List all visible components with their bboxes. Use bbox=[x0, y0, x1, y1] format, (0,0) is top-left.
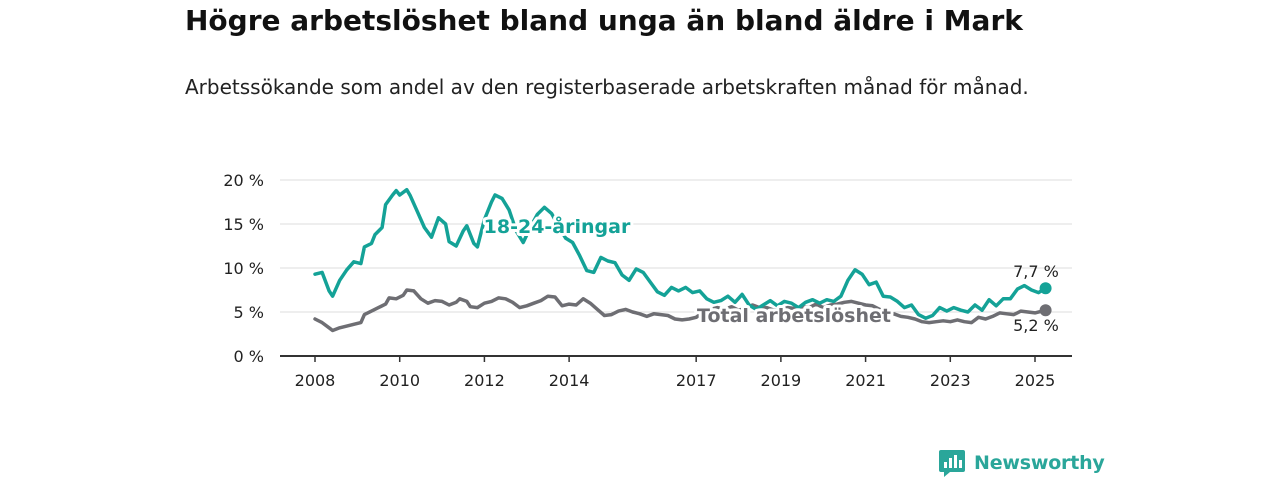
series-label-total: Total arbetslöshet bbox=[697, 305, 891, 327]
x-tick-label: 2010 bbox=[379, 371, 420, 390]
x-axis-ticks: 2008 2010 2012 2014 2017 2019 2021 2023 2025 bbox=[295, 356, 1056, 390]
series-line-total bbox=[313, 288, 1048, 333]
y-tick-label: 20 % bbox=[223, 171, 264, 190]
grid-lines bbox=[280, 179, 1072, 357]
series-label-total-halo: Total arbetslöshet bbox=[697, 305, 891, 327]
chart-title: Högre arbetslöshet bland unga än bland ä… bbox=[185, 4, 1023, 37]
y-tick-label: 10 % bbox=[223, 259, 264, 278]
end-label-total: 5,2 % bbox=[1013, 316, 1059, 335]
series-label-youth: 18-24-åringar bbox=[484, 214, 631, 238]
chart-subtitle: Arbetssökande som andel av den registerb… bbox=[185, 75, 1029, 99]
y-tick-label: 15 % bbox=[223, 215, 264, 234]
y-tick-label: 5 % bbox=[234, 303, 264, 322]
y-axis-ticks: 0 % 5 % 10 % 15 % 20 % bbox=[223, 171, 264, 366]
end-point-youth bbox=[1039, 282, 1052, 295]
x-tick-label: 2017 bbox=[676, 371, 717, 390]
y-tick-label: 0 % bbox=[234, 347, 264, 366]
end-label-youth: 7,7 % bbox=[1013, 262, 1059, 281]
x-tick-label: 2014 bbox=[549, 371, 590, 390]
newsworthy-logo-icon bbox=[939, 450, 965, 477]
x-tick-label: 2023 bbox=[930, 371, 971, 390]
x-tick-label: 2019 bbox=[761, 371, 802, 390]
x-tick-label: 2008 bbox=[295, 371, 336, 390]
series-line-youth bbox=[313, 187, 1048, 320]
x-tick-label: 2012 bbox=[464, 371, 505, 390]
end-point-total bbox=[1039, 304, 1052, 317]
series-lines bbox=[313, 187, 1052, 333]
brand-logo: Newsworthy bbox=[938, 448, 1105, 478]
brand-name: Newsworthy bbox=[974, 452, 1105, 474]
x-tick-label: 2021 bbox=[845, 371, 886, 390]
series-label-youth-halo: 18-24-åringar bbox=[484, 214, 631, 238]
x-tick-label: 2025 bbox=[1015, 371, 1056, 390]
